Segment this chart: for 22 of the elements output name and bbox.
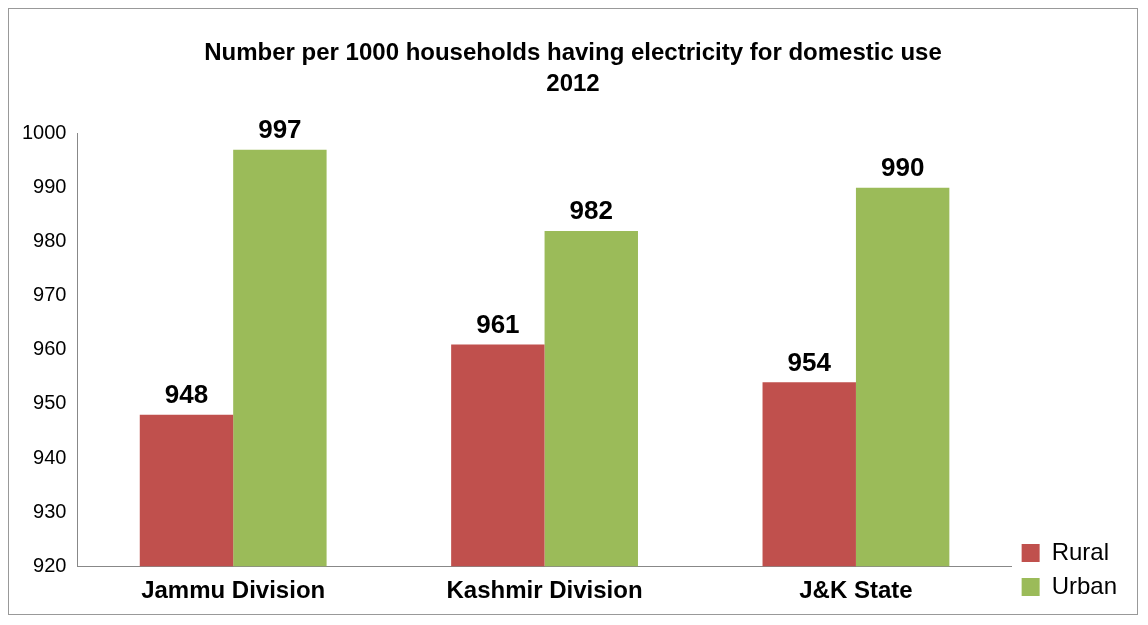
x-tick-label: Kashmir Division — [446, 576, 643, 604]
y-tick-label: 970 — [33, 283, 67, 306]
data-label: 948 — [164, 378, 209, 409]
legend-label: Rural — [1051, 537, 1109, 565]
data-label: 954 — [787, 346, 832, 377]
y-tick-label: 980 — [33, 229, 67, 252]
x-tick-label: J&K State — [799, 576, 913, 604]
legend-label: Urban — [1051, 571, 1118, 599]
data-label: 990 — [880, 151, 925, 182]
x-tick-label: Jammu Division — [141, 576, 326, 604]
chart-title: Number per 1000 households having electricity for domestic use — [204, 38, 942, 66]
y-tick-label: 990 — [33, 175, 67, 198]
y-tick-label: 960 — [33, 337, 67, 360]
chart-subtitle: 2012 — [546, 68, 600, 96]
data-label: 982 — [569, 195, 613, 226]
data-label: 997 — [258, 113, 302, 144]
y-tick-label: 950 — [33, 391, 67, 414]
y-tick-label: 940 — [33, 445, 67, 468]
y-tick-label: 1000 — [21, 121, 67, 144]
y-tick-label: 920 — [33, 553, 67, 576]
data-label: 961 — [476, 308, 520, 339]
y-tick-label: 930 — [33, 499, 67, 522]
